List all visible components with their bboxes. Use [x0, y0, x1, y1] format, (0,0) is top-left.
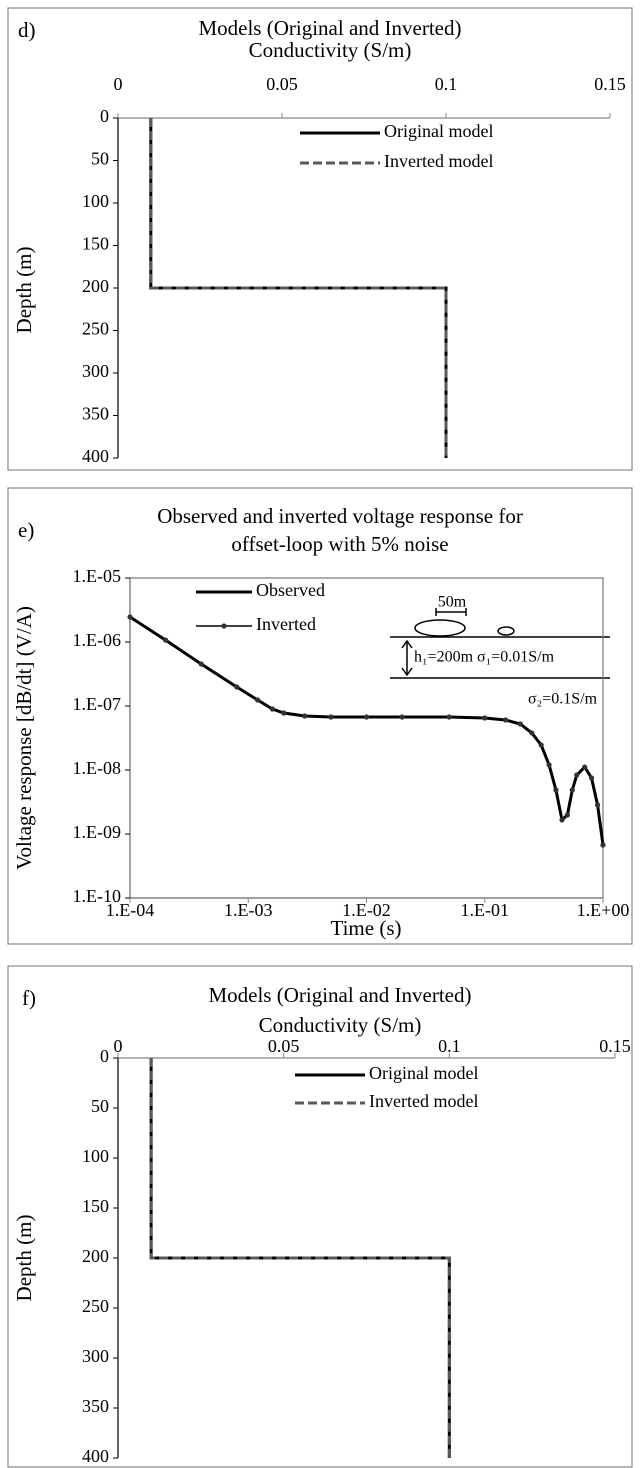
y-tick-label: 1.E-10 — [73, 886, 122, 906]
x-axis-label: Conductivity (S/m) — [259, 1013, 422, 1037]
y-tick-label: 400 — [82, 1446, 109, 1466]
y-axis-label: Voltage response [dB/dt] (V/A) — [12, 606, 36, 870]
series-marker — [363, 714, 370, 720]
series-marker — [502, 717, 509, 723]
series-marker — [482, 715, 488, 721]
loop — [497, 626, 515, 636]
series-line — [149, 1058, 451, 1458]
x-tick-label: 0 — [114, 74, 123, 94]
y-tick-label: 0 — [100, 1046, 109, 1066]
arrow-head — [401, 667, 413, 677]
y-tick-label: 1.E-06 — [73, 630, 122, 650]
y-tick-label: 100 — [82, 1146, 109, 1166]
y-tick-label: 350 — [82, 1396, 109, 1416]
x-tick-label: 1.E-03 — [224, 900, 273, 920]
y-tick-label: 0 — [100, 106, 109, 126]
series-marker — [127, 614, 133, 620]
y-tick-label: 400 — [82, 446, 109, 466]
chart-title: Models (Original and Inverted) — [198, 16, 461, 40]
legend-label: Inverted — [256, 614, 316, 634]
arrow-head — [401, 639, 413, 649]
x-axis-label: Time (s) — [331, 916, 402, 940]
y-tick-label: 250 — [82, 319, 109, 339]
y-axis-label: Depth (m) — [12, 1215, 36, 1302]
series-marker — [538, 742, 544, 748]
annotation: 50m — [438, 594, 467, 611]
panel-border — [7, 7, 633, 471]
series-marker — [582, 764, 588, 770]
series-line — [149, 118, 448, 458]
legend-marker — [221, 623, 227, 629]
panel-label: f) — [22, 986, 36, 1010]
series-marker — [255, 697, 261, 703]
y-tick-label: 200 — [82, 276, 109, 296]
x-tick-label: 1.E-04 — [106, 900, 155, 920]
y-axis-label: Depth (m) — [12, 247, 36, 334]
series-marker — [529, 730, 535, 736]
series-marker — [446, 714, 452, 720]
legend-label: Inverted model — [369, 1091, 478, 1111]
y-tick-label: 350 — [82, 404, 109, 424]
x-tick-label: 0.1 — [435, 74, 458, 94]
inset-diagram — [390, 608, 610, 679]
series-marker — [594, 802, 601, 808]
series-marker — [517, 721, 523, 727]
legend-label: Inverted model — [384, 151, 493, 171]
annotation: σ₂=0.1S/m — [528, 691, 598, 708]
y-tick-label: 1.E-05 — [73, 566, 122, 586]
legend-label: Original model — [369, 1063, 478, 1083]
chart-title: Models (Original and Inverted) — [208, 983, 471, 1007]
y-tick-label: 300 — [82, 1346, 109, 1366]
series-marker — [234, 684, 240, 690]
series-marker — [302, 713, 308, 719]
legend-label: Original model — [384, 121, 493, 141]
series-marker — [569, 787, 575, 793]
y-tick-label: 200 — [82, 1246, 109, 1266]
panel-label: e) — [18, 518, 34, 542]
y-tick-label: 50 — [91, 1096, 109, 1116]
x-tick-label: 1.E-01 — [461, 900, 510, 920]
chart-title: offset-loop with 5% noise — [231, 532, 448, 556]
x-tick-label: 0 — [114, 1036, 123, 1056]
series-marker — [574, 772, 580, 778]
series-marker — [162, 637, 169, 643]
y-tick-label: 1.E-07 — [73, 694, 122, 714]
x-tick-label: 0.15 — [594, 74, 626, 94]
x-axis-label: Conductivity (S/m) — [249, 38, 412, 62]
panel-border — [7, 487, 633, 945]
series-marker — [553, 787, 559, 793]
x-tick-label: 0.05 — [268, 1036, 300, 1056]
x-tick-label: 0.15 — [599, 1036, 631, 1056]
annotation: h₁=200m σ₁=0.01S/m — [414, 649, 555, 666]
y-tick-label: 250 — [82, 1296, 109, 1316]
panel-border — [7, 965, 633, 1468]
series-marker — [198, 661, 204, 667]
chart-title: Observed and inverted voltage response f… — [157, 504, 523, 528]
y-tick-label: 1.E-09 — [73, 822, 122, 842]
series-marker — [281, 710, 287, 716]
series-marker — [269, 706, 275, 712]
series-marker — [559, 817, 565, 823]
x-tick-label: 1.E+00 — [577, 900, 630, 920]
y-tick-label: 300 — [82, 361, 109, 381]
series-marker — [564, 812, 571, 818]
y-tick-label: 1.E-08 — [73, 758, 122, 778]
x-tick-label: 0.1 — [438, 1036, 461, 1056]
y-tick-label: 150 — [82, 1196, 109, 1216]
series-marker — [546, 762, 552, 768]
loop — [414, 619, 466, 637]
series-marker — [588, 775, 595, 781]
y-tick-label: 100 — [82, 191, 109, 211]
x-tick-label: 0.05 — [266, 74, 298, 94]
series-marker — [600, 842, 606, 848]
panel-label: d) — [18, 18, 36, 42]
legend-label: Observed — [256, 580, 325, 600]
series-line — [149, 1058, 451, 1458]
y-tick-label: 50 — [91, 149, 109, 169]
series-marker — [399, 714, 405, 720]
y-tick-label: 150 — [82, 234, 109, 254]
series-marker — [328, 714, 334, 720]
x-tick-label: 1.E-02 — [342, 900, 391, 920]
